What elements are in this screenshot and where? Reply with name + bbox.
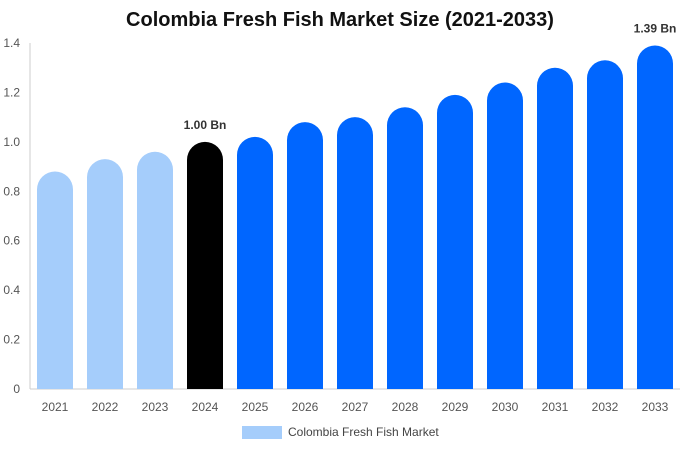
legend: Colombia Fresh Fish Market	[242, 425, 439, 439]
y-tick-label: 0.4	[3, 283, 20, 297]
bar-2022	[87, 159, 123, 389]
y-tick-label: 0.2	[3, 333, 20, 347]
chart-title: Colombia Fresh Fish Market Size (2021-20…	[126, 9, 554, 31]
data-label: 1.00 Bn	[184, 118, 227, 132]
x-tick-label: 2022	[92, 400, 119, 414]
bar-2024	[187, 141, 223, 389]
x-tick-label: 2032	[592, 400, 619, 414]
legend-label: Colombia Fresh Fish Market	[288, 425, 439, 439]
x-tick-label: 2029	[442, 400, 469, 414]
bar-2028	[387, 107, 423, 389]
bar-2033	[637, 45, 673, 389]
y-tick-label: 1.2	[3, 85, 20, 99]
bar-2027	[337, 117, 373, 389]
bar-2029	[437, 94, 473, 389]
x-tick-label: 2021	[42, 400, 69, 414]
x-tick-label: 2027	[342, 400, 369, 414]
x-tick-label: 2024	[192, 400, 219, 414]
y-tick-label: 1.4	[3, 36, 20, 50]
y-tick-label: 0	[13, 382, 20, 396]
data-label: 1.39 Bn	[634, 21, 677, 35]
x-tick-label: 2031	[542, 400, 569, 414]
x-tick-label: 2030	[492, 400, 519, 414]
bar-2025	[237, 136, 273, 389]
bar-2032	[587, 60, 623, 389]
y-tick-label: 0.6	[3, 234, 20, 248]
x-tick-label: 2033	[642, 400, 669, 414]
y-tick-label: 0.8	[3, 184, 20, 198]
bar-2023	[137, 151, 173, 389]
bar-2021	[37, 171, 73, 389]
y-tick-label: 1.0	[3, 135, 20, 149]
x-tick-label: 2026	[292, 400, 319, 414]
x-tick-label: 2023	[142, 400, 169, 414]
bar-2030	[487, 82, 523, 390]
x-tick-label: 2028	[392, 400, 419, 414]
bar-2031	[537, 67, 573, 389]
legend-swatch	[242, 425, 282, 439]
x-tick-label: 2025	[242, 400, 269, 414]
bar-2026	[287, 122, 323, 390]
